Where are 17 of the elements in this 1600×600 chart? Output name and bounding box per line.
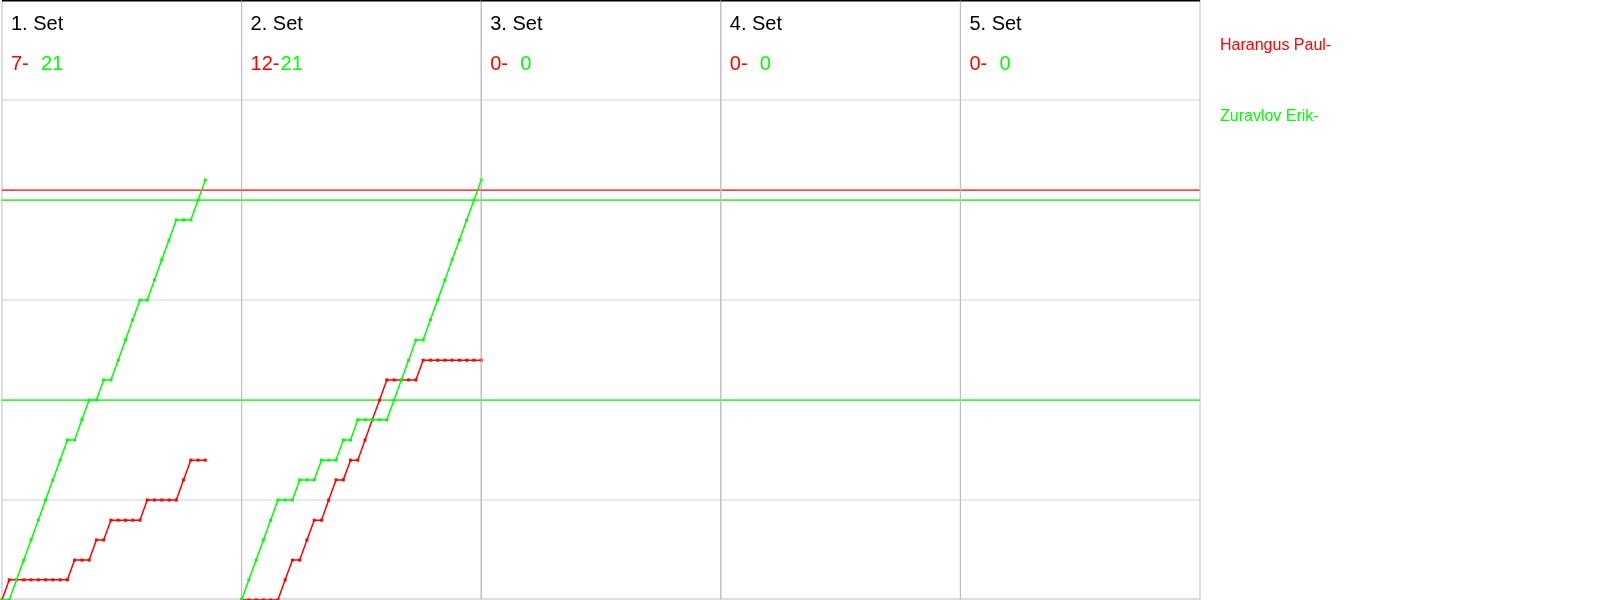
text: 21 (41, 52, 64, 74)
text: 0 (759, 52, 771, 74)
text: 5. Set (969, 12, 1023, 34)
text: 0- (490, 52, 508, 74)
text: 7- (11, 52, 29, 74)
text: 21 (280, 52, 303, 74)
text: Zuravlov Erik- (1220, 107, 1319, 124)
chart-title: 2. Set (250, 12, 304, 34)
text: 0 (520, 52, 532, 74)
text: 3. Set (490, 12, 543, 34)
text: 4. Set (729, 12, 783, 34)
text: Harangus Paul- (1220, 36, 1332, 53)
text: 12- (250, 52, 280, 74)
text: 0 (999, 52, 1011, 74)
text: 0- (969, 52, 988, 74)
chart-title: 1. Set (11, 12, 64, 34)
text: 0- (729, 52, 748, 74)
